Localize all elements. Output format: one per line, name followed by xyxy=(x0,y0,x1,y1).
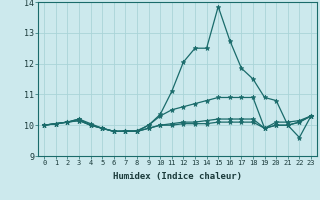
X-axis label: Humidex (Indice chaleur): Humidex (Indice chaleur) xyxy=(113,172,242,181)
